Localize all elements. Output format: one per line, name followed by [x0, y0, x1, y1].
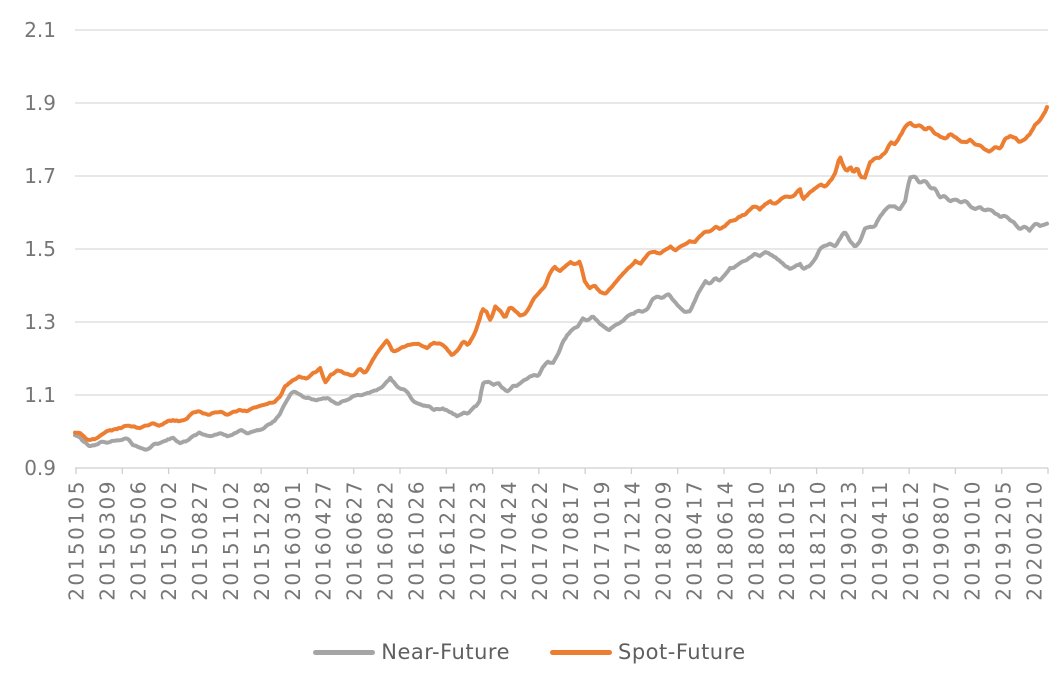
legend-item-spot-future: Spot-Future [550, 640, 746, 664]
spot-future-line-swatch-icon [550, 649, 613, 655]
x-axis-label: 20150309 [95, 479, 119, 601]
x-axis-label: 20180810 [744, 479, 768, 601]
x-axis-label: 20151228 [250, 479, 274, 601]
line-chart-plot: 0.9 1.1 1.3 1.5 1.7 1.9 2.1 20150105 20150309 201… [24, 18, 1049, 601]
y-axis-label: 1.9 [24, 91, 56, 115]
x-axis-label: 20180417 [683, 479, 707, 601]
legend-label-near-future: Near-Future [381, 640, 511, 664]
y-axis-label: 2.1 [24, 18, 56, 42]
x-axis-label: 20180614 [713, 479, 737, 601]
x-axis-label: 20150827 [188, 479, 212, 601]
y-axis-label: 1.3 [24, 310, 56, 334]
x-axis-label: 20150506 [126, 479, 150, 601]
x-axis-label: 20160301 [281, 479, 305, 601]
y-axis-label: 1.7 [24, 164, 56, 188]
y-axis-label: 1.5 [24, 237, 56, 261]
chart-legend: Near-Future Spot-Future [0, 636, 1059, 668]
legend-item-near-future: Near-Future [313, 640, 510, 664]
x-axis-label: 20151102 [219, 479, 243, 601]
x-axis-label: 20160427 [312, 479, 336, 601]
x-axis-label: 20160822 [374, 479, 398, 601]
x-axis-label: 20191205 [992, 479, 1016, 601]
x-axis-label: 20161026 [404, 479, 428, 601]
x-axis-label: 20150702 [157, 479, 181, 601]
x-axis-label: 20190411 [868, 479, 892, 601]
x-axis-label: 20191010 [961, 479, 985, 601]
series-line-spot-future [73, 105, 1049, 442]
x-axis-label: 20190612 [899, 479, 923, 601]
x-axis-label: 20171214 [621, 479, 645, 601]
x-axis-label: 20200210 [1022, 479, 1046, 601]
x-axis-label: 20170817 [559, 479, 583, 601]
series-line-near-future [73, 174, 1049, 452]
x-axis-label: 20181210 [806, 479, 830, 601]
x-axis-label: 20170424 [497, 479, 521, 601]
y-axis-label: 0.9 [24, 456, 56, 480]
x-axis-label: 20171019 [590, 479, 614, 601]
x-axis-label: 20170622 [528, 479, 552, 601]
x-axis-label: 20181015 [775, 479, 799, 601]
x-axis-label: 20180209 [652, 479, 676, 601]
near-future-line-swatch-icon [313, 649, 376, 655]
x-axis-label: 20190807 [930, 479, 954, 601]
y-axis-label: 1.1 [24, 383, 56, 407]
x-axis-label: 20161221 [435, 479, 459, 601]
x-axis-label: 20190213 [837, 479, 861, 601]
x-axis-label: 20150105 [65, 479, 89, 601]
x-axis-label: 20160627 [343, 479, 367, 601]
legend-label-spot-future: Spot-Future [618, 640, 746, 664]
x-axis-label: 20170223 [466, 479, 490, 601]
